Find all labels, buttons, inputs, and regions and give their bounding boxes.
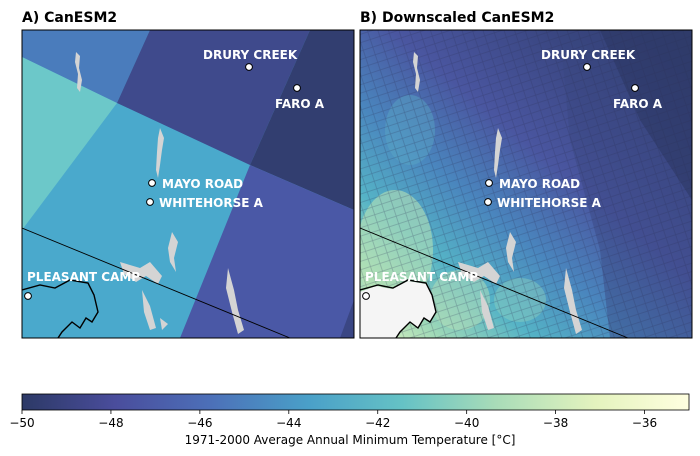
station-label-mayo-b: MAYO ROAD [499, 177, 580, 191]
station-marker-whitehorse-a [146, 198, 154, 206]
panel-b-frame [359, 29, 693, 339]
colorbar-tick-label: −36 [632, 416, 657, 430]
colorbar-tick-label: −42 [365, 416, 390, 430]
colorbar-tick-label: −38 [543, 416, 568, 430]
coastline-a [22, 279, 99, 338]
panel-b-map [360, 30, 692, 338]
station-marker-whitehorse-b [484, 198, 492, 206]
colorbar-tick-label: −40 [454, 416, 479, 430]
panel-a-map [22, 30, 354, 338]
station-marker-faro-b [631, 84, 639, 92]
station-label-mayo-a: MAYO ROAD [162, 177, 243, 191]
panel-b-title: B) Downscaled CanESM2 [360, 10, 555, 26]
station-marker-faro-a [293, 84, 301, 92]
grid-cell-northwest [22, 30, 150, 103]
coastline-b [360, 279, 437, 338]
stations-b: DRURY CREEK FARO A MAYO ROAD WHITEHORSE … [362, 48, 663, 300]
grid-cell-northeast [250, 30, 354, 210]
station-marker-mayo-a [148, 179, 156, 187]
station-label-whitehorse-b: WHITEHORSE A [497, 196, 602, 210]
grid-cell-corner [340, 300, 354, 338]
station-label-pleasant-a: PLEASANT CAMP [27, 270, 140, 284]
station-marker-drury-a [245, 63, 253, 71]
colorbar-tick-label: −50 [9, 416, 34, 430]
grid-cell-north [117, 30, 310, 165]
station-label-pleasant-b: PLEASANT CAMP [365, 270, 478, 284]
colorbar-tick-label: −44 [276, 416, 301, 430]
grid-cell-west [22, 57, 117, 230]
territory-boundary-b [360, 227, 629, 338]
station-label-drury-b: DRURY CREEK [541, 48, 636, 62]
station-marker-drury-b [583, 63, 591, 71]
colorbar-tick-label: −48 [98, 416, 123, 430]
masked-area [360, 281, 436, 338]
station-label-drury-a: DRURY CREEK [203, 48, 298, 62]
stations-a: DRURY CREEK FARO A MAYO ROAD WHITEHORSE … [24, 48, 325, 300]
station-label-faro-a: FARO A [275, 97, 325, 111]
colorbar [21, 393, 690, 411]
station-label-faro-b: FARO A [613, 97, 663, 111]
colorbar-ticks: −50 −48 −46 −44 −42 −40 −38 −36 [9, 410, 657, 430]
station-marker-mayo-b [485, 179, 493, 187]
station-label-whitehorse-a: WHITEHORSE A [159, 196, 264, 210]
territory-boundary-a [22, 227, 291, 338]
grid-cell-southeast [180, 165, 354, 338]
station-marker-pleasant-a [24, 292, 32, 300]
station-marker-pleasant-b [362, 292, 370, 300]
colorbar-tick-label: −46 [187, 416, 212, 430]
panel-a-frame [21, 29, 355, 339]
panel-a-title: A) CanESM2 [22, 10, 118, 26]
colorbar-label: 1971-2000 Average Annual Minimum Tempera… [184, 433, 516, 447]
